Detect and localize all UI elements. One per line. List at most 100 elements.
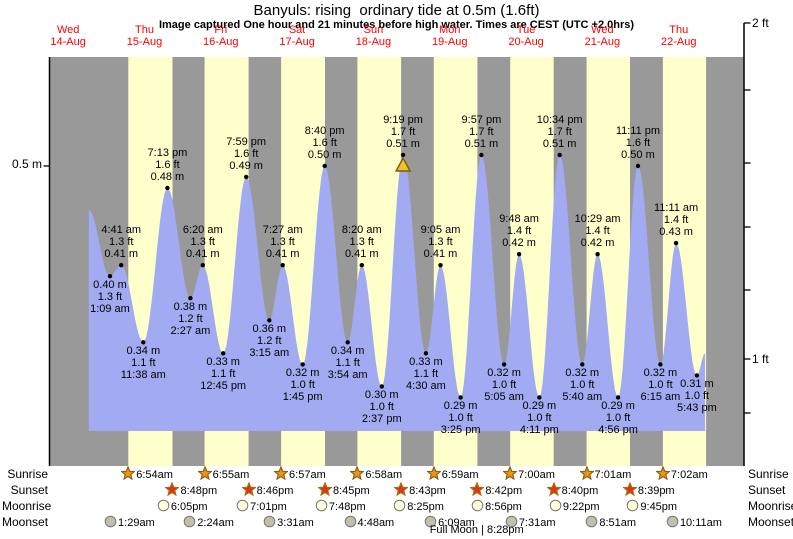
astro-row-label-sunset: Sunset bbox=[748, 483, 786, 497]
moonrise-time: 9:45pm bbox=[626, 499, 677, 515]
tide-point-dot bbox=[119, 263, 124, 268]
capture-note: Image captured One hour and 21 minutes b… bbox=[158, 19, 635, 31]
moonset-circle-icon bbox=[344, 515, 358, 531]
tide-point-dot bbox=[694, 373, 700, 378]
day-date: 21-Aug bbox=[584, 36, 621, 48]
moonrise-time: 6:05pm bbox=[157, 499, 208, 515]
moonset-time: 2:24am bbox=[183, 515, 234, 531]
tide-point-dot bbox=[200, 263, 205, 268]
day-weekday: Sat bbox=[288, 24, 306, 36]
moonrise-circle-icon bbox=[236, 499, 250, 515]
high-tide-annotation: 11:11 am 1.4 ft 0.43 m bbox=[653, 202, 699, 239]
tide-point-dot bbox=[345, 340, 350, 345]
tide-point-dot bbox=[400, 152, 406, 158]
tide-point-dot bbox=[359, 263, 364, 268]
low-tide-annotation: 0.32 m 1.0 ft 5:05 am bbox=[484, 367, 524, 404]
moonset-time: 6:09am bbox=[424, 515, 475, 531]
tide-point-dot bbox=[165, 185, 170, 191]
day-date: 16-Aug bbox=[203, 36, 239, 48]
day-date: 15-Aug bbox=[126, 36, 163, 48]
moonset-circle-icon bbox=[666, 515, 680, 531]
day-label: Tue 20-Aug bbox=[488, 24, 564, 48]
moonset-circle-icon bbox=[424, 515, 438, 531]
sunrise-star-icon bbox=[425, 465, 442, 484]
moonrise-time: 9:22pm bbox=[549, 499, 600, 515]
day-label: Wed 21-Aug bbox=[564, 24, 640, 48]
moonset-circle-icon bbox=[104, 515, 118, 531]
sunrise-time: 6:57am bbox=[273, 465, 326, 484]
tide-point-dot bbox=[423, 351, 429, 356]
low-tide-annotation: 0.29 m 1.0 ft 4:56 pm bbox=[598, 400, 638, 437]
high-tide-annotation: 10:34 pm 1.7 ft 0.51 m bbox=[536, 113, 583, 150]
sunset-star-icon bbox=[622, 481, 638, 500]
day-weekday: Mon bbox=[439, 24, 461, 36]
moonset-time: 7:31am bbox=[505, 515, 556, 531]
sunrise-time: 7:02am bbox=[655, 465, 708, 483]
astro-row-label-moonset: Moonset bbox=[748, 515, 793, 529]
low-tide-annotation: 0.31 m 1.0 ft 5:43 pm bbox=[677, 378, 717, 415]
sunrise-time: 6:54am bbox=[120, 465, 173, 484]
high-tide-annotation: 11:11 pm 1.6 ft 0.50 m bbox=[615, 125, 661, 161]
astro-row-label-moonrise: Moonrise bbox=[748, 499, 793, 513]
low-tide-annotation: 0.34 m 1.1 ft 11:38 am bbox=[120, 345, 166, 382]
moonset-circle-icon bbox=[585, 515, 599, 531]
tide-point-dot bbox=[479, 152, 484, 158]
tide-point-dot bbox=[595, 252, 600, 257]
sunset-star-icon bbox=[393, 481, 409, 500]
moonset-time: 1:29am bbox=[104, 515, 155, 531]
tide-point-dot bbox=[580, 362, 585, 367]
day-date: 14-Aug bbox=[50, 36, 86, 48]
low-tide-annotation: 0.30 m 1.0 ft 2:37 pm bbox=[361, 389, 402, 426]
high-tide-annotation: 9:05 am 1.3 ft 0.41 m bbox=[420, 224, 461, 261]
tide-point-dot bbox=[658, 362, 663, 367]
high-tide-annotation: 9:19 pm 1.7 ft 0.51 m bbox=[383, 113, 423, 150]
day-label: Sun 18-Aug bbox=[335, 24, 411, 48]
sunrise-star-icon bbox=[578, 465, 595, 484]
low-tide-annotation: 0.34 m 1.1 ft 3:54 am bbox=[327, 345, 368, 382]
sunset-time: 8:45pm bbox=[317, 481, 370, 499]
day-date: 18-Aug bbox=[355, 36, 392, 48]
low-tide-annotation: 0.32 m 1.0 ft 1:45 pm bbox=[282, 367, 323, 404]
high-tide-annotation: 7:27 am 1.3 ft 0.41 m bbox=[262, 224, 303, 261]
day-weekday: Thu bbox=[134, 24, 154, 36]
high-tide-annotation: 8:40 pm 1.6 ft 0.50 m bbox=[304, 125, 345, 161]
sunset-time: 8:40pm bbox=[545, 481, 598, 499]
moonrise-time: 8:56pm bbox=[471, 499, 522, 515]
day-label: Fri 16-Aug bbox=[183, 24, 259, 48]
high-tide-annotation: 10:29 am 1.4 ft 0.42 m bbox=[574, 213, 621, 250]
sunrise-star-icon bbox=[196, 465, 213, 484]
moonset-time: 10:11am bbox=[666, 515, 722, 531]
tide-point-dot bbox=[615, 395, 621, 400]
day-label: Sat 17-Aug bbox=[259, 24, 335, 48]
day-weekday: Fri bbox=[214, 24, 228, 36]
tide-point-dot bbox=[557, 152, 562, 158]
day-weekday: Sun bbox=[363, 24, 384, 36]
tide-point-dot bbox=[244, 174, 249, 180]
astro-row-label-moonset: Moonset bbox=[2, 515, 49, 529]
moonrise-time: 8:25pm bbox=[393, 499, 444, 515]
sunset-star-icon bbox=[469, 481, 486, 500]
high-tide-annotation: 9:48 am 1.4 ft 0.42 m bbox=[499, 213, 539, 250]
sunrise-star-icon bbox=[120, 465, 137, 484]
tide-point-dot bbox=[501, 362, 507, 367]
sunrise-time: 6:55am bbox=[196, 465, 249, 484]
day-date: 17-Aug bbox=[279, 36, 315, 48]
high-tide-annotation: 6:20 am 1.3 ft 0.41 m bbox=[182, 224, 223, 261]
moonset-time: 3:31am bbox=[263, 515, 314, 531]
low-tide-annotation: 0.36 m 1.2 ft 3:15 am bbox=[249, 323, 290, 360]
tide-point-dot bbox=[300, 362, 305, 367]
moonrise-circle-icon bbox=[393, 499, 407, 515]
low-tide-annotation: 0.29 m 1.0 ft 4:11 pm bbox=[519, 400, 559, 437]
capture-time-marker-icon bbox=[394, 156, 412, 172]
sunrise-time: 7:01am bbox=[578, 465, 631, 484]
high-tide-annotation: 9:57 pm 1.7 ft 0.51 m bbox=[461, 113, 502, 150]
sunset-time: 8:48pm bbox=[164, 481, 217, 499]
high-tide-annotation: 7:59 pm 1.6 ft 0.49 m bbox=[226, 136, 267, 173]
sunrise-star-icon bbox=[273, 465, 289, 484]
tide-point-dot bbox=[188, 296, 193, 301]
sunset-time: 8:39pm bbox=[622, 481, 675, 500]
moonset-circle-icon bbox=[183, 515, 197, 531]
tide-point-dot bbox=[537, 395, 542, 400]
tide-point-dot bbox=[635, 163, 641, 169]
